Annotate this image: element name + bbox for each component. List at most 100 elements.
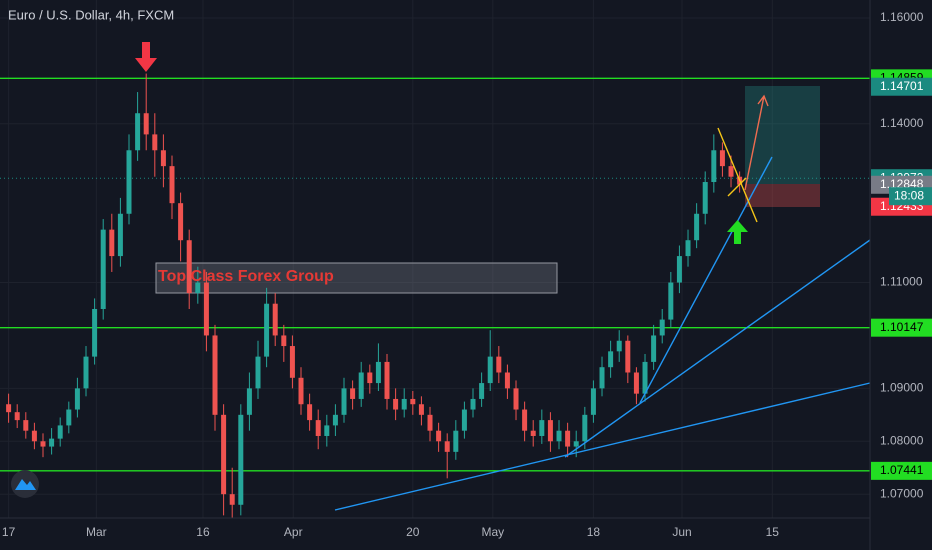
projection-arrow xyxy=(744,94,769,191)
levels xyxy=(0,77,870,472)
candle-body xyxy=(350,388,356,399)
candle-body xyxy=(332,414,338,426)
x-tick-label: Mar xyxy=(86,525,107,539)
candle-body xyxy=(178,203,184,241)
y-tick-label: 1.16000 xyxy=(880,10,924,24)
candle-body xyxy=(496,356,502,373)
candle-body xyxy=(470,398,476,410)
candle-body xyxy=(565,430,571,447)
candle-body xyxy=(135,113,141,151)
candle-body xyxy=(522,409,528,431)
grid xyxy=(0,0,870,518)
trendlines xyxy=(334,156,871,511)
candle-body xyxy=(616,340,622,352)
price-label: 1.14701 xyxy=(880,79,924,93)
candle-body xyxy=(264,303,270,357)
candle-body xyxy=(453,430,459,452)
price-label-box xyxy=(871,318,932,337)
candle-body xyxy=(728,166,734,177)
price-label: 1.07441 xyxy=(880,463,924,477)
x-tick-label: 20 xyxy=(406,525,420,539)
candle-body xyxy=(49,438,55,447)
candle-body xyxy=(694,213,700,241)
y-tick-label: 1.08000 xyxy=(880,433,924,447)
candle-body xyxy=(582,414,588,442)
candle-body xyxy=(341,388,347,415)
candle-body xyxy=(668,282,674,320)
stop-zone xyxy=(745,184,820,207)
bottom-arrow xyxy=(727,220,748,244)
candle-body xyxy=(109,229,115,257)
candle-body xyxy=(539,420,545,436)
candle-body xyxy=(393,398,399,410)
candle-body xyxy=(651,335,657,362)
logo-mark xyxy=(15,479,36,490)
candle-body xyxy=(152,134,158,151)
candle-body xyxy=(289,346,295,378)
candle-body xyxy=(324,425,330,436)
candle-body xyxy=(229,494,235,505)
trendline xyxy=(564,239,871,458)
candle-body xyxy=(375,361,381,384)
candle-body xyxy=(169,166,175,204)
chart-title: Euro / U.S. Dollar, 4h, FXCM xyxy=(8,7,174,22)
trendline xyxy=(334,382,871,511)
candle-body xyxy=(100,229,106,310)
x-tick-label: 17 xyxy=(2,525,16,539)
candle-body xyxy=(221,414,227,495)
candle-body xyxy=(719,150,725,167)
countdown: 18:08 xyxy=(894,188,924,202)
candle-body xyxy=(487,356,493,384)
candle-body xyxy=(31,430,37,442)
countdown-box xyxy=(889,187,932,206)
x-tick-label: May xyxy=(481,525,504,539)
candle-body xyxy=(57,425,63,439)
axis-labels: 17 Mar 16 Apr 20 May 18 Jun 15 1.16000 1.14000 1.11… xyxy=(2,10,932,539)
candles xyxy=(6,73,743,526)
candle-body xyxy=(307,404,313,421)
x-tick-label: 18 xyxy=(587,525,601,539)
candle-body xyxy=(255,356,261,389)
candle-body xyxy=(66,409,72,426)
price-label-box xyxy=(871,461,932,480)
candle-body xyxy=(608,351,614,368)
annotation-box xyxy=(155,262,558,294)
candle-body xyxy=(143,113,149,135)
price-label-box xyxy=(871,77,932,96)
candle-body xyxy=(246,388,252,415)
candle-body xyxy=(281,335,287,347)
candle-body xyxy=(203,282,209,336)
candle-body xyxy=(401,398,407,410)
x-tick-label: 16 xyxy=(196,525,210,539)
candle-body xyxy=(685,240,691,257)
x-tick-label: 15 xyxy=(766,525,780,539)
candle-body xyxy=(504,372,510,389)
trendline xyxy=(639,156,773,404)
candle-body xyxy=(702,182,708,214)
candle-body xyxy=(186,240,192,294)
candle-body xyxy=(117,213,123,257)
candle-body xyxy=(40,441,46,447)
candle-body xyxy=(92,309,98,357)
candle-body xyxy=(358,372,364,399)
x-tick-label: Jun xyxy=(672,525,691,539)
candle-body xyxy=(711,150,717,183)
candle-body xyxy=(530,430,536,436)
top-arrow xyxy=(135,42,157,72)
candle-body xyxy=(625,340,631,373)
candle-body xyxy=(14,412,20,421)
candle-body xyxy=(315,420,321,436)
wedge-line xyxy=(727,177,747,197)
candle-body xyxy=(367,372,373,384)
candle-body xyxy=(556,430,562,442)
candle-body xyxy=(212,335,218,415)
y-tick-label: 1.07000 xyxy=(880,486,924,500)
candle-body xyxy=(444,441,450,452)
candle-body xyxy=(74,388,80,410)
candle-body xyxy=(599,367,605,389)
candle-body xyxy=(272,303,278,336)
candle-body xyxy=(384,361,390,399)
